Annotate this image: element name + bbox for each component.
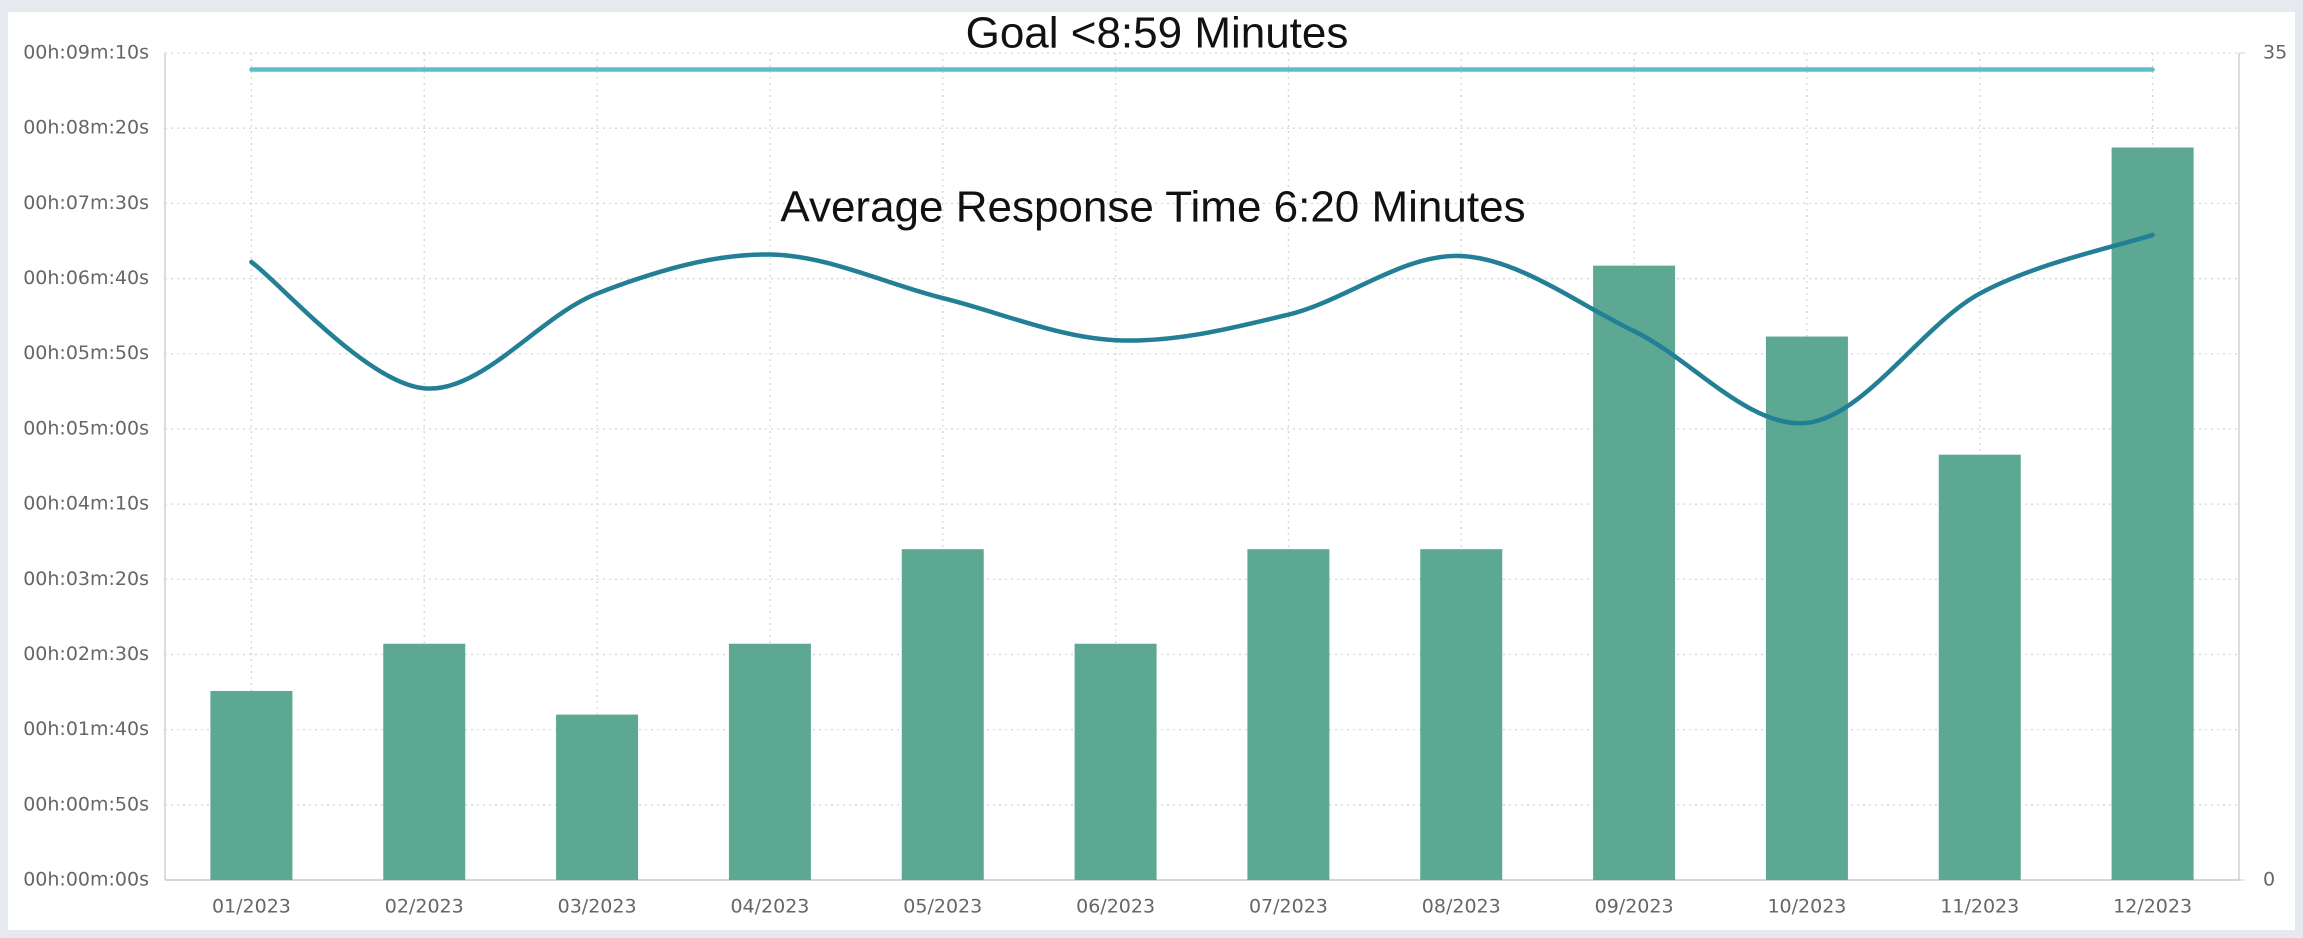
x-tick-label: 02/2023 bbox=[385, 896, 464, 918]
x-tick-label: 12/2023 bbox=[2113, 896, 2192, 918]
bar bbox=[1247, 549, 1330, 880]
y2-tick-label: 35 bbox=[2263, 42, 2287, 64]
x-tick-label: 09/2023 bbox=[1595, 896, 1674, 918]
bar bbox=[210, 690, 293, 880]
y-tick-label: 00h:07m:30s bbox=[23, 192, 149, 214]
y-tick-label: 00h:02m:30s bbox=[23, 643, 149, 665]
y-tick-label: 00h:05m:00s bbox=[23, 417, 149, 439]
line bbox=[249, 232, 2155, 426]
bar bbox=[1420, 549, 1503, 880]
x-tick-label: 03/2023 bbox=[558, 896, 637, 918]
y-tick-label: 00h:06m:40s bbox=[23, 267, 149, 289]
x-tick-label: 10/2023 bbox=[1767, 896, 1846, 918]
y-tick-label: 00h:00m:50s bbox=[23, 793, 149, 815]
y-tick-label: 00h:08m:20s bbox=[23, 117, 149, 139]
chart-title: Goal <8:59 Minutes bbox=[966, 9, 1349, 58]
y2-tick-label: 0 bbox=[2263, 869, 2275, 891]
x-tick-label: 06/2023 bbox=[1076, 896, 1155, 918]
x-tick-label: 11/2023 bbox=[1940, 896, 2019, 918]
x-tick-label: 01/2023 bbox=[212, 896, 291, 918]
y-tick-label: 00h:01m:40s bbox=[23, 718, 149, 740]
bar bbox=[556, 714, 639, 880]
y-tick-label: 00h:03m:20s bbox=[23, 568, 149, 590]
x-tick-label: 05/2023 bbox=[903, 896, 982, 918]
y-tick-label: 00h:09m:10s bbox=[23, 42, 149, 64]
bar bbox=[1593, 265, 1676, 881]
bar bbox=[2111, 147, 2194, 880]
bar bbox=[1074, 643, 1157, 880]
bar bbox=[1938, 454, 2021, 880]
x-tick-label: 07/2023 bbox=[1249, 896, 1328, 918]
bar bbox=[901, 549, 984, 880]
y-tick-label: 00h:00m:00s bbox=[23, 869, 149, 891]
bar bbox=[1765, 336, 1848, 880]
y-tick-label: 00h:05m:50s bbox=[23, 342, 149, 364]
y-tick-label: 00h:04m:10s bbox=[23, 493, 149, 515]
bar bbox=[728, 643, 811, 880]
x-tick-label: 04/2023 bbox=[730, 896, 809, 918]
bar bbox=[383, 643, 466, 880]
x-tick-label: 08/2023 bbox=[1422, 896, 1501, 918]
annotation: Average Response Time 6:20 Minutes bbox=[780, 183, 1525, 232]
